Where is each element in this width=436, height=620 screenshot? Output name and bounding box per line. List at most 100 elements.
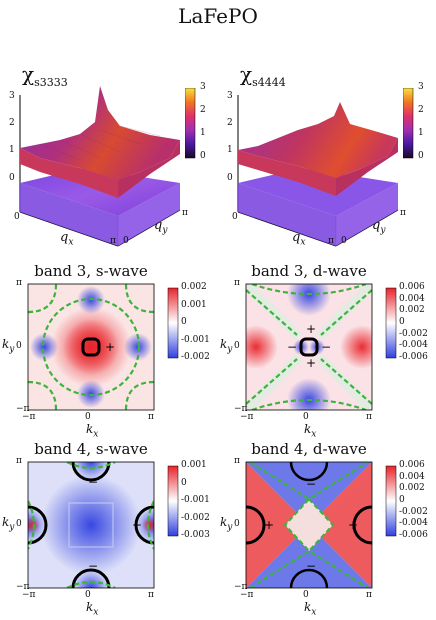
ky-label: ky	[2, 337, 15, 355]
gap-panel-2: band 3, d-wave + + − −0.006 0.004 0.002 0 -0.002…	[218, 262, 436, 440]
chi-s4444-label: χs4444	[240, 62, 286, 89]
x-tick: 0	[14, 212, 20, 222]
sign-label: −	[321, 340, 331, 354]
colorbar-tick: 0.001	[181, 460, 207, 470]
colorbar-tick: 0.004	[399, 471, 425, 482]
kx-tick: −π	[22, 590, 36, 600]
ky-tick: π	[16, 278, 22, 288]
colorbar-tick: -0.002	[181, 512, 210, 523]
panel-title: band 4, s-wave	[34, 440, 148, 458]
gap-heatmap: − + −	[27, 461, 179, 589]
chi-s3333-label: χs3333	[22, 62, 68, 89]
colorbar	[167, 287, 179, 359]
sign-label: −	[306, 559, 316, 573]
sign-label: +	[306, 322, 316, 336]
qx-label: qx	[60, 230, 74, 248]
ky-tick: 0	[16, 519, 22, 529]
colorbar-tick: 0	[181, 477, 187, 488]
colorbar	[167, 465, 179, 537]
z-tick: 3	[227, 91, 233, 101]
colorbar-tick: 2	[200, 105, 206, 115]
colorbar-tick: -0.002	[399, 506, 428, 517]
figure-title: LaFePO	[178, 4, 258, 28]
y-tick: π	[400, 208, 406, 218]
chi-symbol: χ	[22, 62, 35, 86]
chi-subscript: s3333	[34, 76, 68, 89]
z-tick: 3	[9, 91, 15, 101]
y-tick: π	[182, 208, 188, 218]
ky-tick: π	[234, 456, 240, 466]
kx-tick: π	[366, 412, 372, 422]
colorbar	[385, 287, 397, 359]
sign-label: +	[132, 518, 142, 532]
panel-title: band 4, d-wave	[251, 440, 367, 458]
kx-label: kx	[86, 600, 99, 618]
colorbar-tick: 0.006	[399, 282, 425, 292]
gap-panel-3: band 4, s-wave − + − 0.001 0 -0.001 -0.002 -0.00…	[0, 440, 218, 618]
kx-label: kx	[304, 600, 317, 618]
kx-tick: 0	[303, 412, 309, 422]
colorbar-tick: 0	[399, 495, 405, 505]
colorbar-tick: -0.001	[181, 495, 210, 505]
colorbar-tick: -0.004	[399, 340, 428, 351]
surface-plot-3333	[19, 86, 181, 247]
z-tick: 2	[9, 118, 15, 128]
colorbar-tick: 0.001	[181, 299, 207, 310]
sign-label: −	[88, 475, 98, 489]
colorbar-tick: 3	[200, 82, 206, 92]
kx-tick: 0	[303, 590, 309, 600]
sign-label: −	[287, 340, 297, 354]
colorbar-tick: -0.001	[181, 334, 210, 345]
kx-tick: −π	[240, 412, 254, 422]
kx-tick: π	[366, 590, 372, 600]
qx-label: qx	[292, 230, 306, 248]
kx-label: kx	[86, 422, 99, 440]
surface-plot-4444	[237, 95, 399, 247]
ky-label: ky	[220, 337, 233, 355]
panel-title: band 3, d-wave	[251, 262, 367, 280]
kx-tick: −π	[240, 590, 254, 600]
colorbar-4444	[403, 88, 414, 159]
kx-tick: π	[148, 590, 154, 600]
gap-heatmap: − + + −	[245, 461, 397, 589]
chi-subscript: s4444	[252, 76, 286, 89]
ky-tick: −π	[16, 582, 30, 592]
colorbar-tick: 0.004	[399, 293, 425, 304]
chi-symbol: χ	[240, 62, 253, 86]
panel-chi-s3333: χs3333	[0, 40, 218, 255]
sign-label: −	[306, 477, 316, 491]
ky-label: ky	[2, 515, 15, 533]
ky-tick: −π	[16, 404, 30, 414]
x-tick: π	[328, 236, 334, 246]
kx-tick: 0	[85, 412, 91, 422]
ky-tick: −π	[234, 404, 248, 414]
qy-label: qy	[372, 218, 386, 236]
z-tick: 2	[227, 118, 233, 128]
gap-panel-1: band 3, s-wave +0.002 0.001 0 -0.001 -0.002 −π…	[0, 262, 218, 440]
colorbar-tick: -0.006	[399, 530, 428, 540]
colorbar	[385, 465, 397, 537]
panel-chi-s4444: χs4444 3	[218, 40, 436, 255]
ky-tick: 0	[234, 519, 240, 529]
colorbar-tick: 0	[418, 151, 424, 161]
ky-tick: −π	[234, 582, 248, 592]
gap-heatmap: + +− −	[245, 283, 397, 411]
gap-heatmap: +	[27, 283, 179, 411]
ky-label: ky	[220, 515, 233, 533]
sign-label: +	[348, 518, 358, 532]
colorbar-tick: -0.006	[399, 352, 428, 362]
ky-tick: 0	[234, 341, 240, 351]
ky-tick: 0	[16, 341, 22, 351]
colorbar-tick: -0.004	[399, 518, 428, 529]
colorbar-tick: 0.002	[399, 483, 425, 494]
y-tick: 0	[123, 236, 129, 246]
gap-panels: band 3, s-wave +0.002 0.001 0 -0.001 -0.002 −π…	[0, 262, 436, 620]
colorbar-tick: -0.003	[181, 530, 210, 540]
x-tick: 0	[232, 212, 238, 222]
colorbar-tick: 1	[200, 128, 206, 138]
sign-label: +	[105, 340, 115, 354]
sign-label: +	[264, 518, 274, 532]
y-tick: 0	[341, 236, 347, 246]
colorbar-tick: 0	[181, 317, 187, 327]
kx-label: kx	[304, 422, 317, 440]
